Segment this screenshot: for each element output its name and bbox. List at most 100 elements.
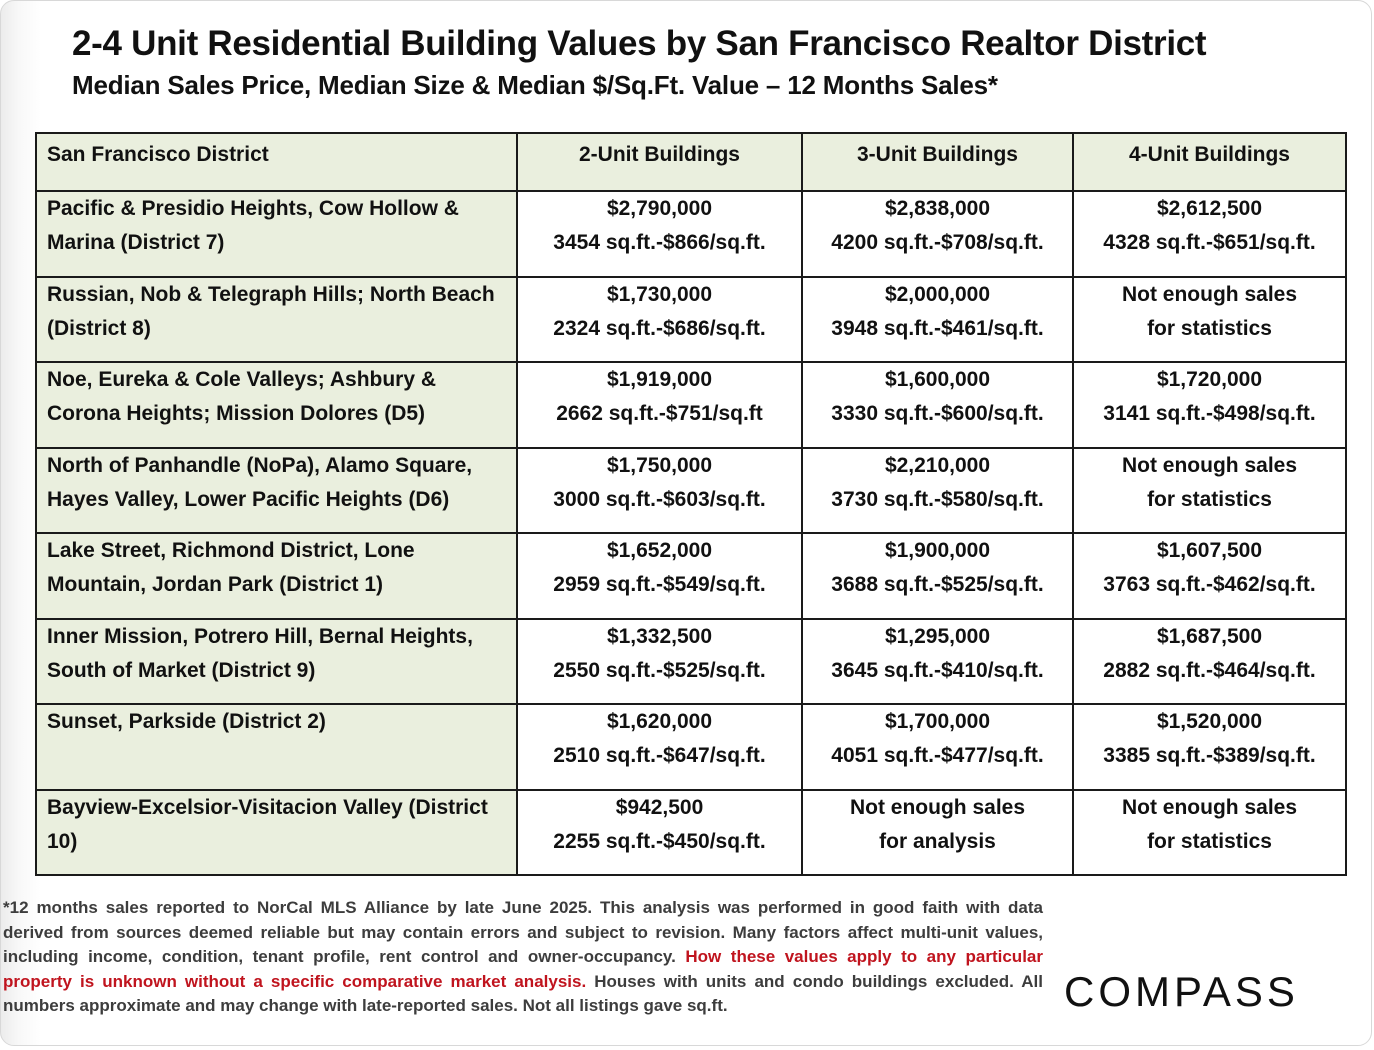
size-and-price-per-sqft: 4051 sq.ft.-$477/sq.ft.: [831, 744, 1044, 767]
median-price: $2,612,500: [1156, 197, 1263, 220]
median-price: $1,600,000: [884, 368, 991, 391]
median-price: Not enough sales: [1121, 282, 1298, 306]
2-unit-value-cell: $1,620,000 2510 sq.ft.-$647/sq.ft.: [516, 703, 803, 791]
size-and-price-per-sqft: for statistics: [1147, 316, 1272, 340]
district-name-cell: Inner Mission, Potrero Hill, Bernal Heig…: [35, 617, 518, 705]
3-unit-value-cell: $1,295,000 3645 sq.ft.-$410/sq.ft.: [801, 617, 1074, 705]
column-header-3-unit: 3-Unit Buildings: [801, 132, 1074, 192]
district-name: Inner Mission, Potrero Hill, Bernal Heig…: [47, 624, 473, 682]
size-and-price-per-sqft: for analysis: [879, 829, 996, 853]
district-name: Russian, Nob & Telegraph Hills; North Be…: [47, 282, 495, 340]
page-subtitle: Median Sales Price, Median Size & Median…: [72, 70, 998, 100]
size-and-price-per-sqft: for statistics: [1147, 487, 1272, 511]
size-and-price-per-sqft: 3385 sq.ft.-$389/sq.ft.: [1103, 744, 1316, 767]
median-price: Not enough sales: [1121, 795, 1298, 819]
median-price: $1,687,500: [1156, 624, 1263, 648]
2-unit-value-cell: $2,790,000 3454 sq.ft.-$866/sq.ft.: [516, 190, 803, 278]
median-price: $1,620,000: [606, 710, 713, 733]
page-title: 2-4 Unit Residential Building Values by …: [72, 24, 1207, 63]
size-and-price-per-sqft: 3763 sq.ft.-$462/sq.ft.: [1103, 573, 1316, 596]
median-price: $1,332,500: [606, 624, 713, 648]
table-row: North of Panhandle (NoPa), Alamo Square,…: [35, 446, 1347, 534]
2-unit-value-cell: $1,750,000 3000 sq.ft.-$603/sq.ft.: [516, 446, 803, 534]
4-unit-value-cell: Not enough sales for statistics: [1072, 446, 1347, 534]
footnote: *12 months sales reported to NorCal MLS …: [3, 896, 1043, 1019]
size-and-price-per-sqft: 3000 sq.ft.-$603/sq.ft.: [553, 487, 766, 511]
median-price: $1,607,500: [1156, 539, 1263, 562]
district-name-cell: Lake Street, Richmond District, Lone Mou…: [35, 532, 518, 620]
district-name: Noe, Eureka & Cole Valleys; Ashbury & Co…: [47, 368, 437, 425]
4-unit-value-cell: $2,612,500 4328 sq.ft.-$651/sq.ft.: [1072, 190, 1347, 278]
footnote-warning: How these values apply to any particular…: [3, 947, 1043, 991]
2-unit-value-cell: $1,919,000 2662 sq.ft.-$751/sq.ft: [516, 361, 803, 449]
median-price: $2,790,000: [606, 197, 713, 220]
table-row: Russian, Nob & Telegraph Hills; North Be…: [35, 275, 1347, 363]
size-and-price-per-sqft: 2510 sq.ft.-$647/sq.ft.: [553, 744, 766, 767]
2-unit-value-cell: $1,652,000 2959 sq.ft.-$549/sq.ft.: [516, 532, 803, 620]
size-and-price-per-sqft: 4328 sq.ft.-$651/sq.ft.: [1103, 231, 1316, 254]
table-row: Bayview-Excelsior-Visitacion Valley (Dis…: [35, 788, 1347, 876]
median-price: $2,210,000: [884, 453, 991, 477]
size-and-price-per-sqft: 2255 sq.ft.-$450/sq.ft.: [553, 829, 766, 853]
3-unit-value-cell: $2,838,000 4200 sq.ft.-$708/sq.ft.: [801, 190, 1074, 278]
size-and-price-per-sqft: 2662 sq.ft.-$751/sq.ft: [556, 402, 763, 425]
3-unit-value-cell: Not enough sales for analysis: [801, 788, 1074, 876]
size-and-price-per-sqft: for statistics: [1147, 829, 1272, 853]
median-price: $1,919,000: [606, 368, 713, 391]
district-name-cell: Noe, Eureka & Cole Valleys; Ashbury & Co…: [35, 361, 518, 449]
size-and-price-per-sqft: 3454 sq.ft.-$866/sq.ft.: [553, 231, 766, 254]
median-price: $1,720,000: [1156, 368, 1263, 391]
median-price: $1,900,000: [884, 539, 991, 562]
district-name: Lake Street, Richmond District, Lone Mou…: [47, 539, 415, 596]
table-body: Pacific & Presidio Heights, Cow Hollow &…: [35, 190, 1347, 876]
4-unit-value-cell: $1,720,000 3141 sq.ft.-$498/sq.ft.: [1072, 361, 1347, 449]
footnote-text: *12 months sales reported to NorCal MLS …: [3, 898, 1043, 966]
median-price: $1,730,000: [606, 282, 713, 306]
size-and-price-per-sqft: 2959 sq.ft.-$549/sq.ft.: [553, 573, 766, 596]
median-price: $1,295,000: [884, 624, 991, 648]
3-unit-value-cell: $1,600,000 3330 sq.ft.-$600/sq.ft.: [801, 361, 1074, 449]
median-price: $2,000,000: [884, 282, 991, 306]
district-name-cell: Russian, Nob & Telegraph Hills; North Be…: [35, 275, 518, 363]
2-unit-value-cell: $1,332,500 2550 sq.ft.-$525/sq.ft.: [516, 617, 803, 705]
median-price: $1,700,000: [884, 710, 991, 733]
table-row: Inner Mission, Potrero Hill, Bernal Heig…: [35, 617, 1347, 705]
median-price: $942,500: [615, 795, 704, 819]
column-header-district: San Francisco District: [35, 132, 518, 192]
3-unit-value-cell: $1,900,000 3688 sq.ft.-$525/sq.ft.: [801, 532, 1074, 620]
table-row: Lake Street, Richmond District, Lone Mou…: [35, 532, 1347, 620]
column-header-2-unit: 2-Unit Buildings: [516, 132, 803, 192]
district-values-table: San Francisco District 2-Unit Buildings …: [35, 132, 1347, 876]
compass-logo: COMPASS: [1064, 968, 1299, 1015]
table-row: Pacific & Presidio Heights, Cow Hollow &…: [35, 190, 1347, 278]
4-unit-value-cell: $1,687,500 2882 sq.ft.-$464/sq.ft.: [1072, 617, 1347, 705]
district-name-cell: Pacific & Presidio Heights, Cow Hollow &…: [35, 190, 518, 278]
2-unit-value-cell: $942,500 2255 sq.ft.-$450/sq.ft.: [516, 788, 803, 876]
district-name: Sunset, Parkside (District 2): [47, 710, 326, 733]
district-name: Pacific & Presidio Heights, Cow Hollow &…: [47, 197, 459, 254]
size-and-price-per-sqft: 2882 sq.ft.-$464/sq.ft.: [1103, 658, 1316, 682]
3-unit-value-cell: $2,000,000 3948 sq.ft.-$461/sq.ft.: [801, 275, 1074, 363]
size-and-price-per-sqft: 2324 sq.ft.-$686/sq.ft.: [553, 316, 766, 340]
size-and-price-per-sqft: 4200 sq.ft.-$708/sq.ft.: [831, 231, 1044, 254]
size-and-price-per-sqft: 3730 sq.ft.-$580/sq.ft.: [831, 487, 1044, 511]
3-unit-value-cell: $2,210,000 3730 sq.ft.-$580/sq.ft.: [801, 446, 1074, 534]
table-header-row: San Francisco District 2-Unit Buildings …: [35, 132, 1347, 192]
median-price: Not enough sales: [1121, 453, 1298, 477]
size-and-price-per-sqft: 3645 sq.ft.-$410/sq.ft.: [831, 658, 1044, 682]
3-unit-value-cell: $1,700,000 4051 sq.ft.-$477/sq.ft.: [801, 703, 1074, 791]
size-and-price-per-sqft: 3141 sq.ft.-$498/sq.ft.: [1103, 402, 1316, 425]
column-header-4-unit: 4-Unit Buildings: [1072, 132, 1347, 192]
district-name-cell: Bayview-Excelsior-Visitacion Valley (Dis…: [35, 788, 518, 876]
median-price: Not enough sales: [849, 795, 1026, 819]
district-name: Bayview-Excelsior-Visitacion Valley (Dis…: [47, 795, 488, 853]
table-row: Sunset, Parkside (District 2) $1,620,000 2…: [35, 703, 1347, 791]
size-and-price-per-sqft: 3948 sq.ft.-$461/sq.ft.: [831, 316, 1044, 340]
district-name-cell: Sunset, Parkside (District 2): [35, 703, 518, 791]
median-price: $2,838,000: [884, 197, 991, 220]
2-unit-value-cell: $1,730,000 2324 sq.ft.-$686/sq.ft.: [516, 275, 803, 363]
size-and-price-per-sqft: 3330 sq.ft.-$600/sq.ft.: [831, 402, 1044, 425]
4-unit-value-cell: Not enough sales for statistics: [1072, 275, 1347, 363]
4-unit-value-cell: Not enough sales for statistics: [1072, 788, 1347, 876]
district-name-cell: North of Panhandle (NoPa), Alamo Square,…: [35, 446, 518, 534]
